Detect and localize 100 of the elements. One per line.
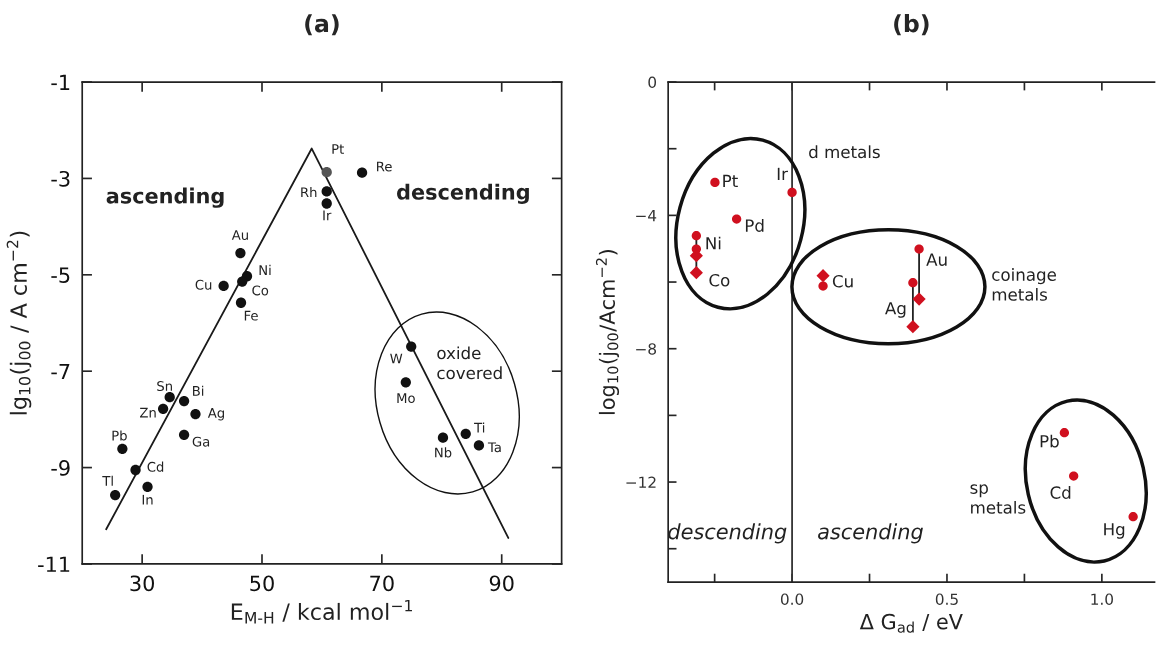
y-tick-label: -5 [51, 267, 70, 284]
point [689, 266, 703, 280]
annotation: Co [709, 273, 730, 287]
x-tick-label: 90 [489, 575, 514, 592]
point [906, 320, 920, 334]
y-tick-label: 0 [648, 76, 657, 89]
annotation: Mo [397, 393, 415, 404]
point [406, 341, 417, 352]
annotation: Co [252, 285, 269, 296]
x-tick-label: 0.0 [780, 593, 804, 605]
point [691, 231, 702, 241]
point [1069, 471, 1079, 481]
x-tick-label: 70 [370, 575, 394, 592]
point [1059, 428, 1070, 438]
annotation: Cd [147, 461, 164, 472]
point [237, 276, 248, 287]
annotation: Rh [301, 187, 317, 198]
annotation: sp metals [970, 484, 1026, 514]
point [178, 395, 190, 407]
point [218, 280, 229, 292]
annotation: ascending [106, 187, 224, 208]
annotation: Sn [157, 381, 172, 392]
annotation: Cu [832, 274, 853, 288]
x-tick-label: 0.5 [935, 593, 958, 605]
annotation: Ni [706, 236, 721, 250]
point [321, 198, 332, 209]
annotation: Zn [140, 407, 156, 418]
y-tick-label: −12 [626, 476, 656, 488]
point [460, 428, 471, 439]
annotation: Bi [193, 385, 204, 396]
x-tick-label: 50 [250, 575, 274, 592]
annotation: Nb [435, 447, 452, 458]
point [110, 489, 121, 501]
annotation: Ag [885, 302, 906, 318]
annotation: Hg [1104, 523, 1125, 539]
annotation: Pt [332, 144, 344, 154]
annotation: descending [397, 183, 529, 205]
point [731, 214, 742, 224]
y-tick-label: -11 [38, 556, 70, 572]
annotation: In [142, 494, 153, 505]
point [908, 278, 918, 288]
annotation: Cu [195, 279, 212, 290]
y-tick-label: -3 [51, 170, 70, 187]
point [1128, 512, 1138, 522]
annotation: Pt [723, 174, 738, 187]
annotation: W [390, 353, 403, 364]
point [321, 167, 332, 178]
annotation: oxide covered [437, 346, 502, 380]
annotation: Re [377, 161, 392, 172]
annotation: Ti [474, 422, 485, 433]
x-axis-title: Δ G$_{ad}$ / eV [859, 613, 963, 633]
point [710, 177, 720, 188]
point [130, 464, 141, 476]
annotation: Pb [1040, 434, 1059, 448]
annotation: Cd [1050, 485, 1071, 499]
annotation: Ir [323, 210, 332, 221]
x-axis-title: E$_{M‐H}$ / kcal mol$^{−1}$ [231, 599, 412, 624]
y-tick-label: -7 [51, 363, 70, 380]
annotation: ascending [818, 523, 923, 544]
annotation: Ir [777, 167, 788, 180]
y-tick-label: -9 [51, 460, 70, 476]
y-tick-label: −4 [636, 210, 657, 222]
annotation: Fe [244, 310, 258, 321]
point [157, 403, 169, 414]
y-axis-title: lg$_{10}$(j$_{00}$ / A cm$^{−2}$) [6, 231, 32, 415]
point [437, 432, 449, 443]
point [816, 269, 830, 283]
point [142, 481, 153, 492]
point [321, 186, 332, 197]
annotation: Pd [745, 218, 764, 232]
annotation: coinage metals [992, 268, 1056, 301]
annotation: Ag [207, 408, 224, 421]
point [912, 292, 926, 306]
annotation: descending [668, 523, 787, 544]
annotation: Au [926, 253, 947, 266]
point [356, 167, 368, 178]
chart-title: (b) [894, 14, 929, 36]
y-tick-label: −8 [636, 343, 657, 355]
annotation: Pb [112, 430, 127, 441]
point [178, 429, 190, 440]
chart-title: (a) [305, 14, 339, 36]
annotation: Ga [192, 436, 210, 447]
point [400, 377, 411, 388]
annotation: Ni [259, 264, 271, 275]
point [235, 247, 246, 259]
point [190, 408, 201, 420]
point [164, 392, 175, 403]
point [473, 440, 485, 451]
annotation: Tl [102, 475, 113, 486]
y-tick-label: -1 [51, 74, 70, 90]
annotation: d metals [809, 145, 880, 159]
point [818, 281, 828, 291]
point [235, 297, 247, 308]
x-tick-label: 1.0 [1091, 593, 1113, 605]
annotation: Au [231, 230, 248, 240]
annotation: Ta [487, 442, 501, 453]
point [117, 443, 128, 454]
point [787, 187, 797, 198]
point [914, 244, 924, 254]
x-tick-label: 30 [130, 575, 155, 592]
